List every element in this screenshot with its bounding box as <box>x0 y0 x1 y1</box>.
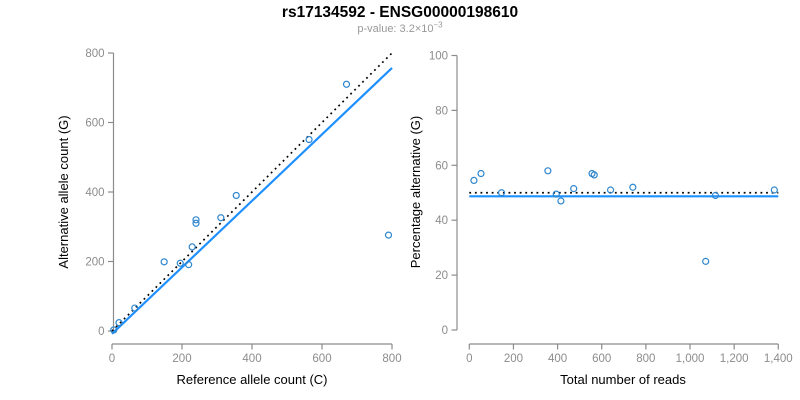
data-point <box>470 176 478 184</box>
data-point <box>305 135 313 144</box>
data-point <box>497 189 506 197</box>
data-point <box>570 185 578 193</box>
data-point <box>176 259 184 267</box>
data-point <box>477 169 485 178</box>
x-tick-label: 1,000 <box>676 353 705 365</box>
x-tick-label: 600 <box>592 353 611 365</box>
right-yaxis-title: Percentage alternative (G) <box>408 116 423 268</box>
y-tick-label: 600 <box>85 118 104 130</box>
x-tick-label: 200 <box>504 353 523 365</box>
left-panel-generated: 0 200 400 600 800 0 200 400 600 800 <box>85 48 401 365</box>
y-tick-label: 0 <box>98 326 104 338</box>
data-point <box>232 191 240 200</box>
y-tick-label: 60 <box>435 160 448 172</box>
data-point <box>217 214 225 222</box>
data-point <box>629 183 637 191</box>
right-xaxis-title: Total number of reads <box>560 372 686 387</box>
data-point <box>544 167 552 175</box>
x-tick-label: 0 <box>466 353 472 365</box>
y-tick-label: 0 <box>442 325 448 337</box>
data-point <box>606 186 615 194</box>
data-point <box>110 326 118 334</box>
data-point <box>342 80 351 88</box>
data-point <box>384 231 393 239</box>
data-point <box>702 257 710 265</box>
left-scatter-panel: Reference allele count (C) Alternative a… <box>56 48 402 387</box>
x-tick-label: 200 <box>172 353 191 365</box>
data-point <box>590 171 598 179</box>
data-point <box>185 261 193 269</box>
identity-line <box>111 52 393 332</box>
x-tick-label: 600 <box>312 353 331 365</box>
data-point <box>192 216 200 224</box>
data-point <box>552 190 560 198</box>
data-point <box>770 186 778 194</box>
data-point <box>188 243 196 251</box>
x-tick-label: 800 <box>636 353 655 365</box>
x-tick-label: 1,200 <box>720 353 749 365</box>
x-tick-label: 1,400 <box>764 353 793 365</box>
data-point <box>160 258 168 266</box>
fit-line <box>111 67 393 335</box>
y-tick-label: 20 <box>435 270 448 282</box>
x-tick-label: 400 <box>548 353 567 365</box>
y-tick-label: 800 <box>85 48 104 60</box>
data-point <box>115 319 123 327</box>
left-yaxis-title: Alternative allele count (G) <box>56 115 71 268</box>
x-tick-label: 400 <box>242 353 261 365</box>
data-point <box>557 197 565 205</box>
right-scatter-panel: Total number of reads Percentage alterna… <box>408 51 793 388</box>
data-point <box>711 191 719 200</box>
y-tick-label: 40 <box>435 215 448 227</box>
data-point <box>131 304 139 312</box>
right-panel-generated: 0 20 40 60 80 100 0 200 400 600 800 1,000 1,200 1,400 <box>429 51 793 366</box>
y-tick-label: 200 <box>85 257 104 269</box>
y-tick-label: 80 <box>435 105 448 117</box>
x-tick-label: 800 <box>382 353 401 365</box>
left-xaxis-title: Reference allele count (C) <box>176 372 327 387</box>
x-tick-label: 0 <box>109 353 115 365</box>
y-tick-label: 400 <box>85 187 104 199</box>
data-point <box>192 219 200 227</box>
y-tick-label: 100 <box>429 51 448 63</box>
